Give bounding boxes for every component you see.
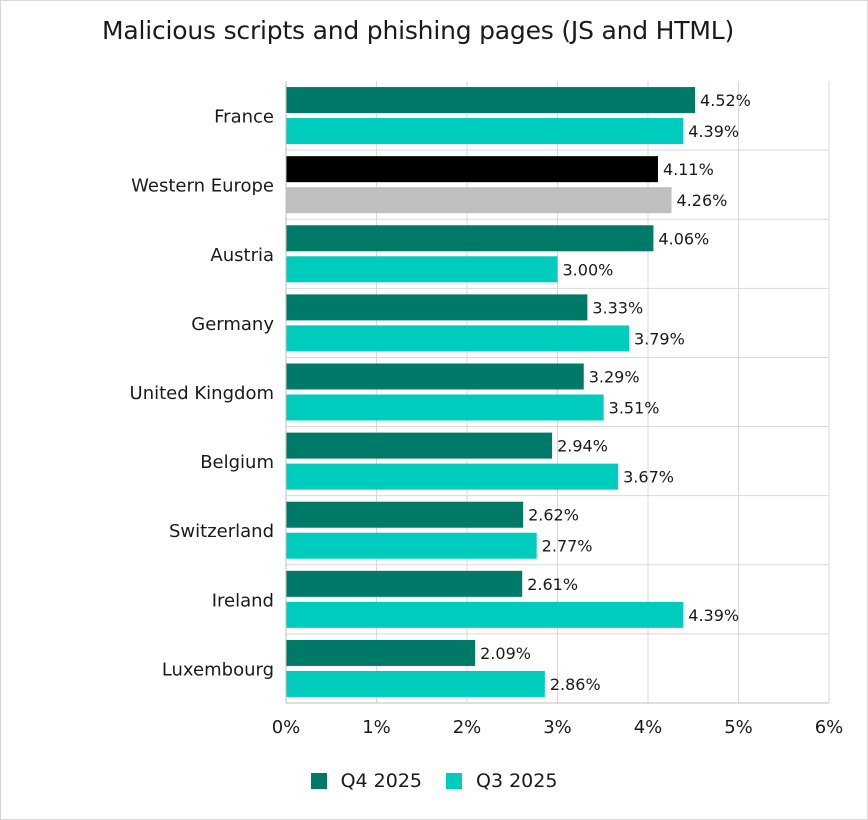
category-label-belgium: Belgium [200,452,274,473]
legend-swatch-q4-2025 [310,773,327,789]
bar-switzerland-q3-2025 [286,532,537,559]
data-label-luxembourg-q3-2025: 2.86% [550,675,601,694]
category-label-switzerland: Switzerland [169,521,274,542]
data-label-germany-q4-2025: 3.33% [592,298,643,317]
chart-title: Malicious scripts and phishing pages (JS… [102,16,734,45]
x-tick-label: 4% [634,717,663,738]
data-label-united-kingdom-q3-2025: 3.51% [609,399,660,418]
bar-united-kingdom-q4-2025 [286,363,584,390]
data-label-germany-q3-2025: 3.79% [634,329,685,348]
legend-label-q3-2025: Q3 2025 [476,770,558,792]
category-label-united-kingdom: United Kingdom [130,383,274,404]
bar-united-kingdom-q3-2025 [286,394,604,421]
data-label-switzerland-q3-2025: 2.77% [542,537,593,556]
bar-western-europe-q4-2025 [286,156,658,183]
bar-france-q4-2025 [286,87,696,114]
x-tick-label: 0% [272,717,301,738]
category-label-ireland: Ireland [212,590,274,611]
x-tick-label: 6% [815,717,844,738]
bar-ireland-q3-2025 [286,601,684,628]
legend-item-q4-2025: Q4 2025 [310,770,422,792]
bar-belgium-q3-2025 [286,463,619,490]
x-tick-label: 1% [362,717,391,738]
bar-germany-q4-2025 [286,294,588,321]
legend-label-q4-2025: Q4 2025 [340,770,422,792]
bar-ireland-q4-2025 [286,570,523,597]
legend-item-q3-2025: Q3 2025 [446,770,557,792]
data-label-belgium-q4-2025: 2.94% [557,437,608,456]
bar-germany-q3-2025 [286,325,629,352]
bar-western-europe-q3-2025 [286,187,672,214]
x-tick-label: 2% [453,717,482,738]
data-label-ireland-q4-2025: 2.61% [527,575,578,594]
data-label-western-europe-q3-2025: 4.26% [677,191,728,210]
data-label-austria-q4-2025: 4.06% [658,229,709,248]
category-label-austria: Austria [210,245,274,266]
data-label-belgium-q3-2025: 3.67% [623,468,674,487]
data-label-western-europe-q4-2025: 4.11% [663,160,714,179]
category-label-western-europe: Western Europe [131,176,274,197]
bar-luxembourg-q4-2025 [286,639,476,666]
data-label-france-q3-2025: 4.39% [688,122,739,141]
bar-austria-q3-2025 [286,256,558,283]
bar-belgium-q4-2025 [286,432,553,459]
legend-swatch-q3-2025 [446,773,462,789]
category-label-germany: Germany [191,314,274,335]
category-label-luxembourg: Luxembourg [162,659,274,680]
x-tick-label: 3% [543,717,572,738]
bar-france-q3-2025 [286,118,684,145]
bar-luxembourg-q3-2025 [286,670,545,697]
data-label-switzerland-q4-2025: 2.62% [528,506,579,525]
x-tick-label: 5% [724,717,753,738]
data-label-austria-q3-2025: 3.00% [563,260,614,279]
data-label-united-kingdom-q4-2025: 3.29% [589,368,640,387]
category-label-france: France [214,107,274,128]
bar-austria-q4-2025 [286,225,654,252]
data-label-luxembourg-q4-2025: 2.09% [480,644,531,663]
bar-switzerland-q4-2025 [286,501,524,528]
data-label-france-q4-2025: 4.52% [700,91,751,110]
legend: Q4 2025 Q3 2025 [0,770,868,792]
data-label-ireland-q3-2025: 4.39% [688,606,739,625]
